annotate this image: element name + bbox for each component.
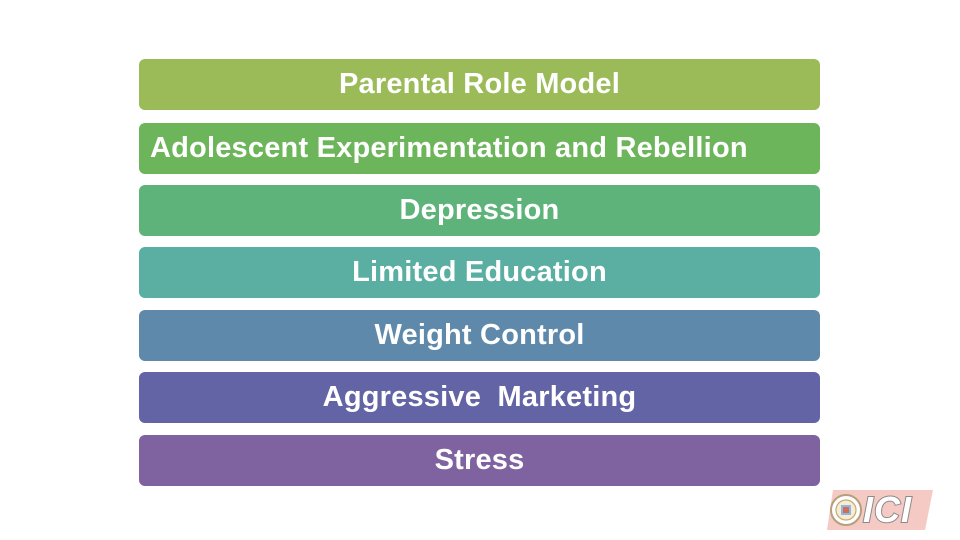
logo-wordmark: ICI bbox=[862, 489, 913, 530]
factor-bar-aggressive-marketing: Aggressive Marketing bbox=[139, 372, 820, 423]
logo-backdrop bbox=[827, 490, 933, 530]
factor-bar-limited-education: Limited Education bbox=[139, 247, 820, 298]
factor-bar-stress: Stress bbox=[139, 435, 820, 486]
factor-bar-adolescent-experimentation: Adolescent Experimentation and Rebellion bbox=[139, 123, 820, 174]
factor-bar-depression: Depression bbox=[139, 185, 820, 236]
institute-seal-icon bbox=[830, 494, 862, 526]
factor-bar-parental-role-model: Parental Role Model bbox=[139, 59, 820, 110]
ici-logo: ICI bbox=[827, 490, 933, 530]
factor-bar-weight-control: Weight Control bbox=[139, 310, 820, 361]
